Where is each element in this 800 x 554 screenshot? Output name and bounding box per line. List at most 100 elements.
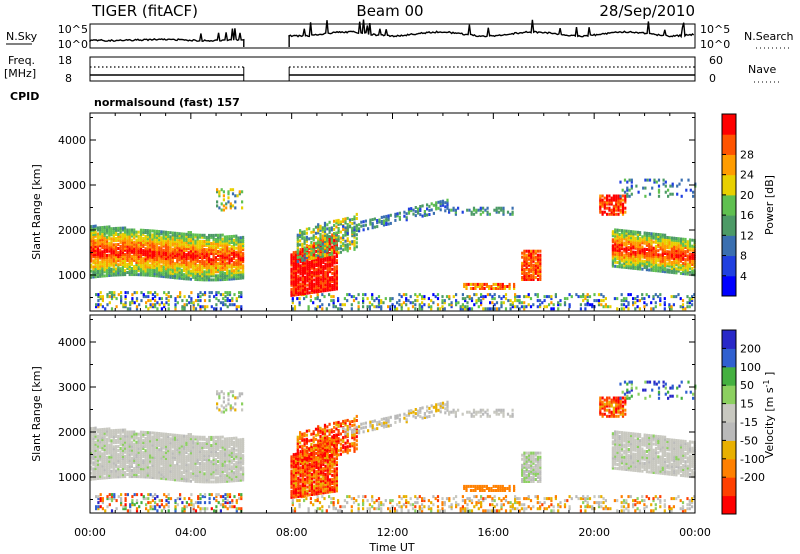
power-cell — [650, 242, 653, 246]
power-cell — [691, 244, 694, 248]
power-cell — [342, 238, 345, 242]
velocity-cell — [167, 477, 170, 481]
power-cell — [101, 262, 104, 266]
velocity-cell — [162, 432, 165, 436]
velocity-cell — [94, 467, 97, 471]
power-cell — [329, 256, 332, 259]
power-cell — [137, 263, 140, 267]
velocity-cell — [173, 447, 177, 451]
power-cell — [124, 256, 127, 260]
power-cell — [312, 250, 315, 254]
power-cell — [103, 270, 106, 274]
power-cell — [684, 264, 687, 268]
power-cell — [126, 262, 129, 266]
velocity-cell — [133, 475, 136, 479]
power-cell — [232, 265, 236, 269]
power-cell — [504, 307, 508, 311]
power-cell — [469, 287, 473, 290]
power-cell — [94, 265, 97, 269]
power-cell — [128, 256, 131, 260]
velocity-cell — [139, 461, 143, 465]
power-cell — [348, 242, 352, 246]
power-cell — [509, 299, 512, 303]
velocity-cell — [110, 455, 113, 459]
power-cell — [623, 243, 626, 247]
power-cell — [389, 305, 392, 309]
velocity-cell — [115, 475, 118, 479]
power-cell — [335, 283, 338, 287]
power-cell — [317, 257, 320, 261]
power-cell — [545, 295, 548, 299]
power-cell — [602, 305, 605, 309]
power-cell — [668, 260, 671, 264]
velocity-cell — [167, 461, 170, 465]
power-cell — [189, 263, 192, 267]
power-cell — [97, 295, 100, 299]
power-cell — [539, 261, 542, 265]
power-cell — [636, 243, 639, 246]
velocity-cell — [121, 450, 124, 454]
power-cell — [239, 264, 242, 268]
power-cell — [155, 237, 158, 241]
power-cell — [339, 303, 342, 307]
velocity-cell — [99, 444, 102, 448]
power-cell — [230, 277, 233, 281]
power-cell — [110, 239, 113, 243]
power-cell — [314, 254, 318, 258]
power-cell — [550, 295, 553, 299]
power-cell — [339, 236, 342, 240]
power-cell — [169, 267, 172, 271]
power-cell — [450, 305, 453, 309]
power-cell — [333, 219, 336, 223]
power-cell — [90, 233, 93, 237]
power-cell — [308, 257, 311, 261]
power-cell — [294, 260, 298, 264]
power-cell — [189, 249, 192, 253]
power-cell — [126, 271, 129, 274]
power-cell — [333, 261, 336, 265]
velocity-cell — [101, 448, 104, 452]
power-cell — [539, 249, 542, 253]
velocity-cell — [169, 439, 172, 443]
power-cell — [400, 307, 403, 311]
power-cell — [630, 258, 633, 262]
y-tick-label: 1000 — [58, 269, 86, 282]
power-cell — [108, 271, 111, 275]
power-cell — [110, 273, 113, 277]
power-cell — [142, 269, 145, 273]
power-cell — [601, 198, 604, 202]
power-cell — [376, 221, 379, 225]
power-cell — [677, 265, 680, 269]
power-cell — [326, 266, 329, 270]
velocity-cell — [139, 469, 143, 473]
power-cell — [158, 258, 161, 262]
velocity-cell — [167, 435, 170, 438]
power-cell — [588, 295, 592, 299]
power-cell — [101, 266, 104, 270]
power-cell — [523, 276, 526, 279]
velocity-cell — [128, 436, 131, 440]
power-cell — [319, 239, 323, 243]
velocity-cell — [117, 440, 120, 444]
power-cell — [173, 266, 177, 270]
power-cell — [313, 242, 316, 246]
velocity-cell — [169, 475, 172, 479]
power-cell — [643, 259, 646, 263]
power-cell — [632, 297, 635, 301]
power-cell — [380, 307, 383, 311]
power-cell — [627, 303, 630, 307]
velocity-cell — [169, 441, 172, 445]
power-cell — [688, 244, 692, 248]
power-cell — [634, 230, 637, 234]
velocity-cell — [121, 471, 124, 475]
power-cell — [128, 265, 131, 268]
power-cell — [688, 258, 692, 262]
power-cell — [124, 230, 127, 234]
power-cell — [299, 266, 302, 270]
velocity-cell — [126, 436, 129, 440]
power-cell — [621, 206, 625, 210]
power-cell — [217, 239, 220, 243]
velocity-cell — [130, 432, 133, 436]
power-cell — [208, 276, 211, 280]
power-cell — [648, 240, 651, 244]
